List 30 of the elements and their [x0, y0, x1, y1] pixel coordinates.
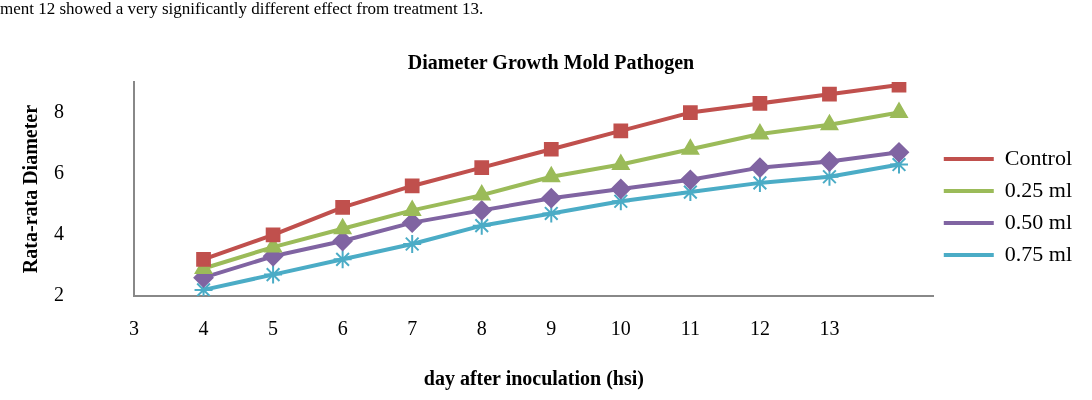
x-tick-label: 13	[819, 317, 840, 340]
x-tick-label: 12	[749, 317, 770, 340]
legend-label: 0.50 ml	[1004, 208, 1073, 234]
x-tick-label: 7	[407, 317, 418, 340]
legend-label: 0.25 ml	[1004, 176, 1073, 202]
x-axis-title: day after inoculation (hsi)	[423, 367, 644, 391]
legend-label: 0.75 ml	[1004, 240, 1073, 266]
point	[822, 86, 837, 102]
y-tick-label: 6	[54, 160, 64, 183]
x-tick-label: 11	[680, 317, 700, 340]
y-tick-label: 2	[54, 283, 64, 306]
y-axis-title: Rata-rata Diameter	[19, 104, 42, 274]
x-tick-label: 3	[129, 317, 139, 340]
point	[890, 102, 908, 119]
point	[752, 96, 768, 111]
text: ment 12 showed a very significantly different effect from treatment 13.	[0, 0, 484, 18]
x-tick-label: 4	[198, 317, 209, 340]
point	[683, 105, 698, 120]
chart-title: Diameter Growth Mold Pathogen	[407, 51, 695, 75]
legend-label: Control	[1004, 144, 1073, 170]
point	[613, 123, 629, 139]
point	[751, 123, 769, 140]
point	[820, 114, 839, 131]
y-tick-label: 8	[54, 99, 64, 122]
x-tick-label: 8	[476, 317, 487, 340]
x-tick-label: 9	[546, 317, 557, 340]
y-tick-label: 4	[54, 222, 64, 245]
x-tick-label: 6	[337, 317, 348, 340]
x-tick-label: 5	[268, 317, 279, 340]
x-tick-label: 10	[610, 317, 631, 340]
